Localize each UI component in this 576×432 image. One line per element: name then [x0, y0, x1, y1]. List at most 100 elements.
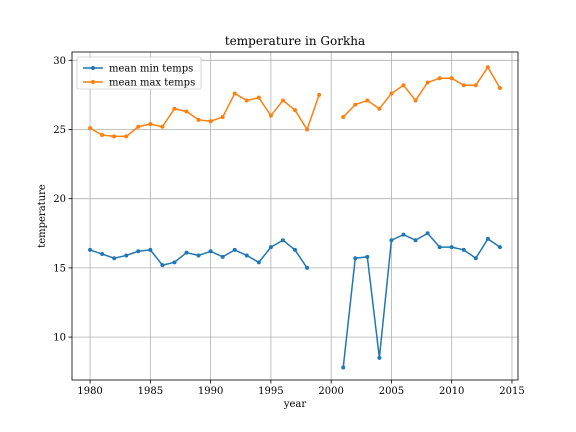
data-point [353, 102, 358, 107]
y-tick-label: 20 [53, 194, 66, 205]
x-axis-label: year [283, 399, 307, 410]
data-point [160, 124, 165, 129]
data-point [485, 65, 490, 70]
data-point [124, 134, 129, 139]
data-point [305, 265, 310, 270]
data-point [148, 121, 153, 126]
chart-title: temperature in Gorkha [225, 34, 365, 48]
data-point [497, 245, 502, 250]
data-point [305, 127, 310, 132]
x-tick-label: 1985 [138, 386, 163, 397]
data-point [256, 260, 261, 265]
data-point [184, 109, 189, 114]
data-point [341, 365, 346, 370]
data-point [196, 117, 201, 122]
data-point [389, 238, 394, 243]
y-tick-label: 25 [53, 125, 66, 136]
data-point [497, 85, 502, 90]
series-min-temps [88, 231, 502, 370]
data-point [341, 115, 346, 120]
x-tick-label: 1990 [198, 386, 223, 397]
data-point [244, 98, 249, 103]
x-tick-label: 2010 [439, 386, 464, 397]
data-point [365, 254, 370, 259]
data-point [401, 232, 406, 237]
data-point [244, 253, 249, 258]
data-point [136, 249, 141, 254]
y-axis-label: temperature [37, 184, 48, 248]
data-point [317, 92, 322, 97]
data-point [124, 253, 129, 258]
data-point [112, 134, 117, 139]
data-point [100, 252, 105, 257]
data-point [401, 83, 406, 88]
data-point [88, 126, 93, 131]
legend-swatch-marker [91, 80, 95, 84]
data-point [280, 98, 285, 103]
x-tick-label: 2000 [318, 386, 343, 397]
data-point [136, 124, 141, 129]
data-point [473, 256, 478, 261]
data-point [232, 91, 237, 96]
data-point [100, 133, 105, 138]
data-point [485, 236, 490, 241]
x-tick-label: 2005 [379, 386, 404, 397]
data-point [425, 231, 430, 236]
data-point [184, 250, 189, 255]
y-tick-label: 30 [53, 56, 66, 67]
data-point [208, 119, 213, 124]
data-point [461, 83, 466, 88]
plot-area: 1980 1985 1990 1995 2000 2005 2010 2015 10 15 20 2… [53, 51, 525, 397]
data-point [377, 355, 382, 360]
data-point [148, 247, 153, 252]
y-tick-label: 15 [53, 263, 66, 274]
data-point [112, 256, 117, 261]
plot-frame [71, 51, 519, 381]
x-axis-ticks: 1980 1985 1990 1995 2000 2005 2010 2015 [77, 380, 525, 397]
data-point [160, 263, 165, 268]
data-point [425, 80, 430, 85]
legend-label: mean max temps [109, 78, 195, 89]
data-point [413, 98, 418, 103]
legend-swatch-marker [91, 66, 95, 70]
data-point [220, 254, 225, 259]
series-line [342, 65, 501, 118]
data-point [280, 238, 285, 243]
data-point [353, 256, 358, 261]
y-axis-ticks: 10 15 20 25 30 [53, 56, 72, 344]
data-point [413, 238, 418, 243]
series-line [342, 232, 501, 368]
data-point [208, 249, 213, 254]
data-point [473, 83, 478, 88]
data-point [293, 247, 297, 252]
x-tick-label: 2015 [499, 386, 524, 397]
data-point [389, 91, 394, 96]
data-point [449, 76, 454, 81]
data-point [268, 113, 273, 118]
data-point [437, 245, 442, 250]
data-point [365, 98, 370, 103]
data-point [232, 247, 237, 252]
data-point [449, 245, 454, 250]
legend: mean min temps mean max temps [76, 56, 202, 90]
data-point [220, 115, 225, 120]
legend-label: mean min temps [109, 64, 193, 75]
data-point [293, 108, 297, 113]
x-tick-label: 1980 [77, 386, 102, 397]
series-max-temps [88, 65, 502, 139]
series-layer [88, 65, 502, 370]
data-point [256, 95, 261, 100]
data-point [88, 247, 93, 252]
data-point [196, 253, 201, 258]
data-point [461, 247, 466, 252]
legend-box [76, 56, 202, 90]
data-point [437, 76, 442, 81]
data-point [172, 260, 177, 265]
data-point [172, 106, 177, 111]
x-tick-label: 1995 [258, 386, 283, 397]
series-line [89, 92, 320, 138]
data-point [268, 245, 273, 250]
grid [72, 52, 518, 380]
y-tick-label: 10 [53, 333, 66, 344]
